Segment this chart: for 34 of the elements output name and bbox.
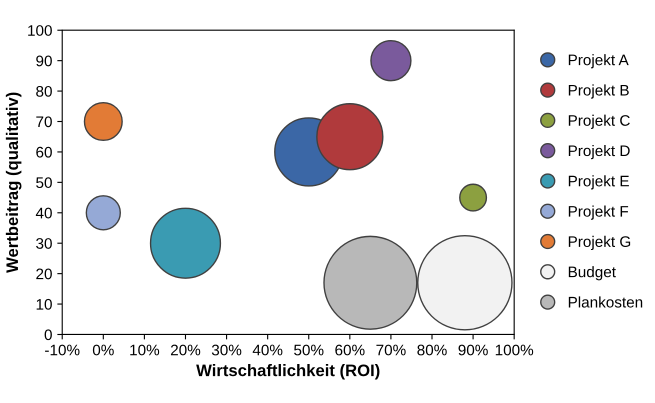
- legend-label: Projekt F: [568, 206, 628, 220]
- legend-label: Projekt E: [568, 175, 629, 190]
- x-tick-label: -10%: [45, 344, 80, 356]
- legend-label: Projekt D: [568, 144, 630, 160]
- x-tick-label: 0%: [92, 344, 114, 356]
- legend-label: Projekt B: [568, 84, 629, 99]
- x-tick-label: 20%: [170, 344, 200, 356]
- y-tick-label: 90: [36, 56, 52, 66]
- x-axis-title: Wirtschaftlichkeit (ROI): [196, 364, 380, 380]
- y-tick-label: 50: [36, 177, 52, 188]
- y-tick-label: 70: [36, 116, 52, 128]
- x-tick-label: 60%: [335, 344, 365, 356]
- y-tick-label: 100: [28, 25, 52, 36]
- y-tick-label: 80: [36, 86, 52, 97]
- x-tick-label: 70%: [376, 344, 406, 356]
- x-tick-label: 90%: [458, 344, 488, 356]
- y-tick-label: 0: [44, 329, 52, 340]
- x-tick-label: 50%: [294, 344, 324, 356]
- y-tick-label: 60: [36, 146, 52, 158]
- x-tick-label: 40%: [252, 344, 282, 356]
- y-axis-title: Wertbeitrag (qualitativ): [6, 92, 22, 273]
- y-tick-label: 40: [36, 208, 52, 218]
- x-tick-label: 30%: [212, 344, 242, 356]
- y-tick-label: 30: [36, 238, 52, 249]
- y-tick-label: 10: [36, 298, 52, 310]
- legend-label: Budget: [568, 266, 616, 280]
- x-tick-label: 100%: [496, 344, 534, 356]
- x-tick-label: 80%: [417, 344, 447, 356]
- legend-label: Projekt C: [568, 114, 630, 129]
- y-tick-label: 20: [36, 268, 52, 280]
- x-tick-label: 10%: [130, 344, 160, 356]
- legend-label: Projekt G: [568, 236, 630, 250]
- legend-label: Plankosten: [568, 296, 642, 308]
- legend-label: Projekt A: [568, 54, 629, 68]
